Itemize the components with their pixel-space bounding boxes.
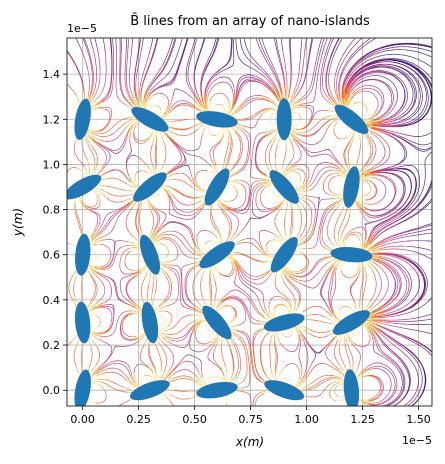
field-line	[89, 76, 90, 83]
field-line	[285, 82, 286, 89]
field-line	[127, 62, 128, 69]
field-line	[300, 53, 301, 60]
field-line	[301, 47, 302, 54]
field-line	[231, 44, 232, 51]
field-line	[111, 44, 112, 51]
field-line	[127, 55, 128, 62]
field-line	[327, 199, 334, 200]
field-line	[360, 294, 361, 301]
field-line	[231, 47, 232, 54]
field-line	[193, 283, 194, 290]
